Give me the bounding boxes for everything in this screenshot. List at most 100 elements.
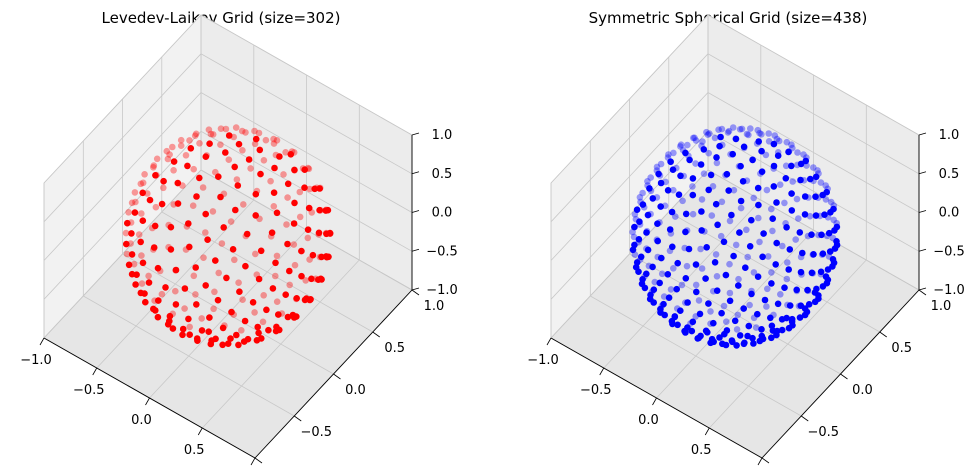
scatter-point	[831, 245, 839, 252]
scatter-point	[658, 270, 666, 278]
scatter-point	[713, 273, 721, 280]
scatter-point	[796, 229, 804, 236]
scatter-point	[135, 231, 143, 238]
z-tick-label: 1.0	[432, 128, 453, 143]
scatter-point	[733, 326, 741, 333]
scatter-point	[227, 218, 235, 225]
scatter-point	[756, 129, 763, 137]
scatter-point	[758, 131, 765, 138]
scatter-point	[255, 129, 263, 137]
scatter-point	[702, 327, 710, 335]
scatter-point	[635, 236, 643, 243]
scatter-point	[765, 130, 772, 137]
left-chart-title: Levedev-Laikov Grid (size=302)	[102, 9, 341, 27]
scatter-point	[657, 179, 665, 187]
scatter-point	[762, 151, 770, 159]
scatter-point	[172, 266, 180, 274]
scatter-point	[260, 157, 268, 164]
scatter-point	[748, 290, 755, 298]
scatter-point	[658, 254, 665, 262]
scatter-point	[805, 301, 813, 308]
scatter-point	[217, 125, 225, 132]
scatter-point	[262, 136, 270, 144]
scatter-point	[740, 305, 747, 312]
scatter-point	[773, 239, 780, 247]
right-chart-panel: Symmetric Spherical Grid (size=438) −1.0…	[527, 9, 965, 468]
scatter-point	[660, 300, 667, 308]
x-tick-label: −1.0	[20, 353, 52, 368]
scatter-point	[679, 197, 686, 205]
scatter-point	[819, 283, 827, 290]
scatter-point	[800, 151, 807, 158]
scatter-point	[783, 224, 790, 231]
scatter-point	[657, 305, 664, 313]
scatter-point	[808, 269, 816, 277]
scatter-point	[764, 285, 771, 293]
scatter-point	[758, 147, 765, 155]
scatter-point	[217, 141, 224, 148]
scatter-point	[139, 179, 147, 187]
scatter-point	[152, 203, 160, 211]
scatter-point	[235, 341, 242, 349]
scatter-point	[139, 217, 147, 224]
scatter-point	[684, 141, 691, 149]
scatter-point	[670, 186, 677, 194]
scatter-point	[291, 261, 299, 269]
scatter-point	[131, 209, 139, 216]
scatter-point	[750, 340, 757, 347]
scatter-point	[778, 326, 786, 334]
scatter-point	[774, 152, 782, 159]
scatter-point	[181, 285, 189, 292]
scatter-point	[290, 220, 298, 227]
scatter-point	[192, 130, 200, 138]
scatter-point	[232, 124, 240, 131]
scatter-point	[270, 135, 277, 143]
scatter-point	[692, 281, 700, 289]
scatter-point	[683, 262, 691, 270]
scatter-point	[788, 315, 796, 323]
scatter-point	[220, 224, 227, 231]
z-tick-label: −0.5	[426, 244, 458, 259]
scatter-point	[270, 140, 278, 147]
y-tick-label: 0.5	[891, 341, 912, 356]
scatter-point	[130, 260, 138, 268]
scatter-point	[684, 299, 691, 306]
scatter-point	[291, 199, 298, 207]
scatter-point	[747, 125, 754, 132]
scatter-point	[678, 281, 686, 289]
scatter-point	[191, 132, 199, 139]
scatter-point	[323, 253, 331, 261]
scatter-point	[211, 288, 218, 296]
scatter-point	[699, 138, 706, 145]
scatter-point	[239, 147, 246, 154]
scatter-point	[644, 246, 652, 254]
scatter-point	[222, 125, 230, 133]
scatter-point	[759, 253, 766, 261]
scatter-point	[714, 221, 721, 229]
scatter-point	[827, 209, 834, 216]
scatter-point	[731, 317, 739, 325]
scatter-point	[773, 135, 781, 143]
scatter-point	[740, 143, 748, 151]
scatter-point	[755, 214, 762, 222]
scatter-point	[801, 211, 809, 218]
scatter-point	[710, 319, 717, 327]
scatter-point	[152, 172, 159, 179]
scatter-point	[222, 149, 229, 156]
scatter-point	[749, 334, 756, 342]
scatter-point	[725, 187, 732, 194]
scatter-point	[269, 285, 277, 292]
scatter-point	[215, 269, 222, 277]
x-tick-label: 0.0	[638, 413, 659, 428]
scatter-point	[210, 305, 217, 313]
scatter-point	[812, 173, 820, 181]
scatter-point	[782, 162, 790, 170]
scatter-point	[814, 167, 821, 174]
scatter-point	[670, 149, 677, 157]
scatter-point	[145, 279, 153, 286]
scatter-point	[271, 164, 278, 172]
scatter-point	[259, 318, 267, 326]
scatter-point	[668, 208, 676, 216]
scatter-point	[826, 248, 834, 255]
scatter-point	[158, 200, 166, 208]
